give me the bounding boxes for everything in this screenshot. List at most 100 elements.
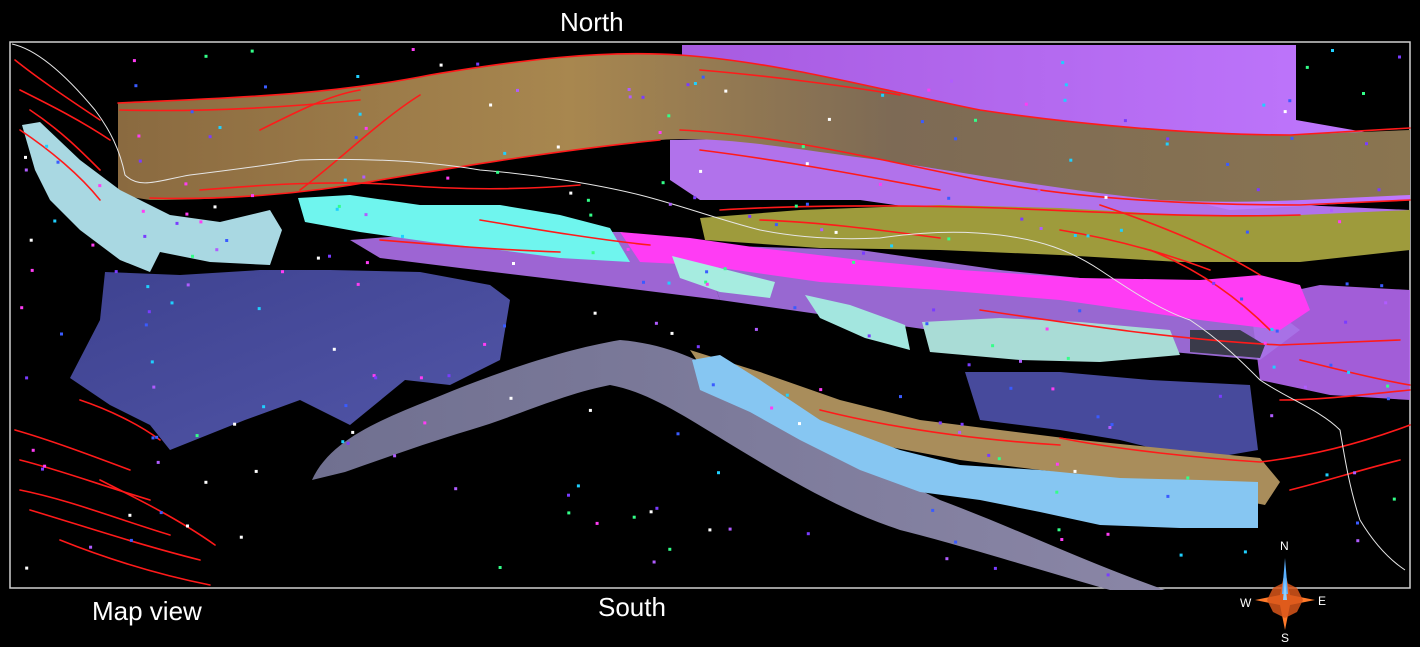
seismicity-point	[129, 538, 133, 542]
seismicity-point	[668, 547, 672, 551]
seismicity-point	[358, 112, 362, 116]
seismicity-point	[967, 363, 971, 367]
seismicity-point	[1330, 208, 1333, 212]
seismicity-point	[328, 254, 331, 258]
seismicity-point	[1240, 297, 1244, 301]
seismicity-point	[1073, 469, 1077, 473]
seismicity-point	[852, 260, 856, 264]
seismicity-point	[146, 285, 150, 289]
seismicity-point	[447, 374, 451, 378]
seismicity-point	[31, 448, 35, 452]
seismicity-point	[820, 228, 824, 232]
seismicity-point	[60, 332, 63, 336]
seismicity-point	[185, 212, 189, 216]
seismicity-point	[144, 323, 148, 327]
seismicity-point	[670, 331, 674, 335]
seismicity-point	[43, 464, 47, 468]
seismicity-point	[1020, 217, 1024, 221]
seismicity-point	[920, 120, 924, 124]
seismicity-point	[794, 204, 798, 208]
seismicity-point	[1119, 228, 1123, 232]
seismicity-point	[1073, 234, 1077, 237]
seismicity-point	[1106, 573, 1110, 577]
seismicity-point	[1344, 320, 1348, 324]
seismicity-point	[225, 239, 229, 242]
seismicity-point	[351, 430, 355, 434]
seismicity-point	[1356, 539, 1360, 543]
seismicity-point	[1043, 289, 1047, 293]
seismicity-point	[974, 118, 977, 122]
seismicity-point	[954, 137, 958, 141]
seismicity-point	[138, 159, 142, 163]
seismicity-point	[503, 324, 506, 328]
seismicity-point	[332, 347, 336, 351]
seismicity-point	[343, 178, 347, 182]
seismicity-point	[567, 511, 571, 515]
seismicity-point	[1262, 103, 1266, 107]
seismicity-point	[819, 388, 823, 392]
seismicity-point	[364, 126, 368, 130]
seismicity-point	[774, 223, 778, 227]
seismicity-point	[947, 196, 951, 200]
seismicity-point	[1356, 521, 1359, 525]
seismicity-point	[1386, 384, 1390, 388]
seismicity-point	[1057, 528, 1061, 532]
seismicity-point	[159, 511, 163, 515]
seismicity-point	[1347, 370, 1351, 374]
seismicity-point	[642, 280, 645, 284]
seismicity-point	[724, 89, 728, 93]
seismicity-point	[156, 460, 160, 464]
seismicity-point	[439, 63, 443, 67]
seismicity-point	[498, 566, 502, 569]
seismicity-point	[960, 422, 964, 426]
seismicity-point	[1106, 532, 1110, 536]
seismicity-point	[1165, 142, 1169, 146]
seismicity-point	[652, 560, 656, 564]
compass-north-label: N	[1280, 539, 1289, 553]
seismicity-point	[931, 508, 935, 512]
seismicity-point	[661, 181, 665, 185]
seismicity-point	[586, 198, 590, 202]
fault-surface-olive	[700, 205, 1410, 262]
seismicity-point	[628, 95, 632, 99]
seismicity-point	[589, 213, 593, 217]
seismicity-point	[1037, 189, 1041, 193]
seismicity-point	[654, 321, 658, 325]
seismicity-point	[591, 251, 595, 255]
seismicity-point	[834, 230, 838, 234]
seismicity-point	[89, 545, 93, 549]
seismicity-point	[693, 196, 697, 200]
seismicity-point	[658, 131, 662, 134]
seismicity-point	[346, 441, 350, 445]
seismicity-point	[344, 404, 348, 408]
seismicity-point	[950, 79, 953, 83]
seismicity-point	[1270, 414, 1274, 418]
seismicity-point	[195, 434, 199, 438]
seismicity-point	[1365, 142, 1368, 146]
seismicity-point	[25, 376, 29, 380]
seismicity-point	[626, 247, 630, 251]
seismicity-point	[704, 280, 708, 284]
seismicity-point	[708, 528, 712, 532]
seismicity-point	[676, 432, 680, 436]
seismicity-point	[218, 126, 222, 129]
seismicity-point	[1338, 220, 1342, 224]
seismicity-point	[1243, 550, 1247, 554]
seismicity-point	[503, 151, 507, 155]
seismicity-point	[30, 268, 34, 272]
compass-west-label: W	[1240, 596, 1252, 610]
seismicity-point	[770, 406, 774, 410]
compass-south-label: S	[1281, 631, 1290, 645]
seismicity-point	[134, 84, 138, 88]
seismicity-point	[1275, 329, 1279, 333]
seismicity-point	[1331, 49, 1334, 52]
seismicity-point	[696, 345, 700, 349]
seismicity-point	[1061, 61, 1065, 65]
seismicity-point	[1325, 473, 1329, 477]
seismicity-point	[132, 59, 136, 63]
seismicity-point	[476, 62, 480, 66]
fault-surface-violet	[350, 230, 720, 300]
seismicity-point	[423, 421, 427, 425]
seismicity-point	[1270, 327, 1274, 331]
